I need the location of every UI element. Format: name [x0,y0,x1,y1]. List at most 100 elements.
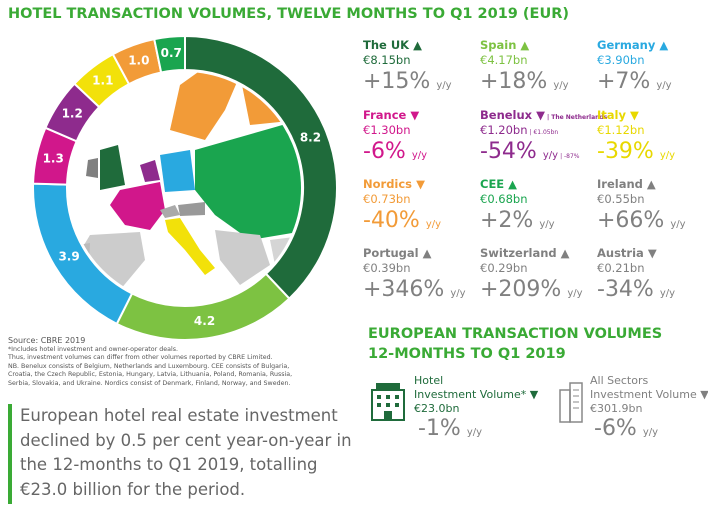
country-name: Nordics [363,177,413,191]
change: +346% [363,277,445,302]
country-name: CEE [480,177,505,191]
country-name: Spain [480,38,517,52]
country-cell: France ▼ €1.30bn -6% y/y [363,108,427,164]
change: +66% [597,208,665,233]
amount: €1.30bn [363,123,411,137]
change: -39% [597,139,654,164]
source-line: NB. Benelux consists of Belgium, Netherl… [8,362,290,370]
unit: y/y [542,150,559,161]
amount: €0.39bn [363,261,411,275]
amount-row: €1.20bn | €1.05bn [480,123,607,137]
trend-arrow: ▲ [508,177,518,191]
country-name: The UK [363,38,410,52]
change: -6% [363,139,406,164]
slice-label: 0.7 [161,46,182,60]
change-row: -40% y/y [363,208,441,233]
item-label: All Sectors [590,374,649,387]
country-cell: The UK ▲ €8.15bn +15% y/y [363,38,452,94]
amount: €4.17bn [480,53,528,67]
amount: €0.55bn [597,192,645,206]
amount-row: €0.29bn [480,261,583,275]
source-line: *Includes hotel investment and owner-ope… [8,346,178,353]
unit: y/y [567,288,583,299]
unit: y/y [553,80,569,91]
change: +209% [480,277,562,302]
country-name-row: Ireland ▲ [597,177,686,191]
change-row: +7% y/y [597,69,672,94]
slice-label: 8.2 [300,131,321,145]
change: +15% [363,69,431,94]
country-cell: CEE ▲ €0.68bn +2% y/y [480,177,555,233]
item-label: Investment Volume* ▼ [414,388,539,401]
building-icon [559,382,583,423]
country-name: Switzerland [480,246,557,260]
change: +18% [480,69,548,94]
change-row: +15% y/y [363,69,452,94]
statement-line: European hotel real estate investment [20,406,338,425]
donut-slice [153,34,186,74]
trend-arrow: ▲ [520,38,530,52]
country-name-row: Benelux ▼ | The Netherlands [480,108,607,122]
country-name-row: CEE ▲ [480,177,555,191]
change-row: +2% y/y [480,208,555,233]
change-row: +18% y/y [480,69,569,94]
country-name-row: Italy ▼ [597,108,675,122]
item-unit: y/y [466,427,483,438]
item-change-row: -1% y/y [418,416,538,441]
accent-bar [8,404,12,504]
amount: €0.29bn [480,261,528,275]
country-name-row: Nordics ▼ [363,177,441,191]
title: HOTEL TRANSACTION VOLUMES, TWELVE MONTHS… [8,6,570,22]
unit: y/y [539,219,555,230]
item-label: Hotel [414,374,444,387]
unit: y/y [656,80,672,91]
amount-row: €0.55bn [597,192,686,206]
change-row: +209% y/y [480,277,583,302]
country-name: Italy [597,108,626,122]
slice-label: 3.9 [58,250,79,264]
trend-arrow: ▼ [647,246,657,260]
amount-row: €0.21bn [597,261,675,275]
trend-arrow: ▲ [560,246,570,260]
statement: European hotel real estate investment dec… [20,404,352,502]
change-row: -54% y/y | -87% [480,139,607,164]
country-name-row: Germany ▲ [597,38,672,52]
country-name-row: Spain ▲ [480,38,569,52]
country-cell: Benelux ▼ | The Netherlands €1.20bn | €1.05… [480,108,607,164]
source-line: Serbia, Slovakia, and Ukraine. Nordics c… [8,379,291,387]
amount: €3.90bn [597,53,645,67]
country-name: Benelux [480,108,533,122]
country-cell: Spain ▲ €4.17bn +18% y/y [480,38,569,94]
country-name: Austria [597,246,644,260]
amount-row: €1.12bn [597,123,675,137]
statement-line: the 12-months to Q1 2019, totalling [20,455,318,474]
country-name: Germany [597,38,656,52]
item-unit: y/y [642,427,659,438]
country-name: Portugal [363,246,419,260]
change: -40% [363,208,420,233]
amount-row: €1.30bn [363,123,427,137]
amount-row: €0.73bn [363,192,441,206]
country-cell: Nordics ▼ €0.73bn -40% y/y [363,177,441,233]
change-row: -34% y/y [597,277,675,302]
trend-arrow: ▲ [659,38,669,52]
amount: €0.21bn [597,261,645,275]
change-row: -39% y/y [597,139,675,164]
amount-row: €4.17bn [480,53,569,67]
volume-item: Hotel Investment Volume* ▼ €23.0bn -1% y/y [414,374,538,441]
amount: €1.12bn [597,123,645,137]
item-change: -1% [418,416,461,441]
country-note: | The Netherlands [546,114,608,121]
item-amount: €301.9bn [590,402,643,415]
statement-line: declined by 0.5 per cent year-on-year in [20,430,352,450]
amount-row: €0.68bn [480,192,555,206]
unit: y/y [411,150,428,161]
donut-chart: 8.2 4.2 3.9 1.3 1.2 1.1 1.0 0.7 [32,34,338,341]
source-notes: Source: CBRE 2019 *Includes hotel investm… [8,336,292,388]
item-label: Investment Volume ▼ [590,388,708,401]
amount-row: €0.39bn [363,261,466,275]
amount: €0.68bn [480,192,528,206]
change-row: +346% y/y [363,277,466,302]
volume-item: All Sectors Investment Volume ▼ €301.9bn -6… [590,374,708,441]
unit: y/y [659,150,676,161]
